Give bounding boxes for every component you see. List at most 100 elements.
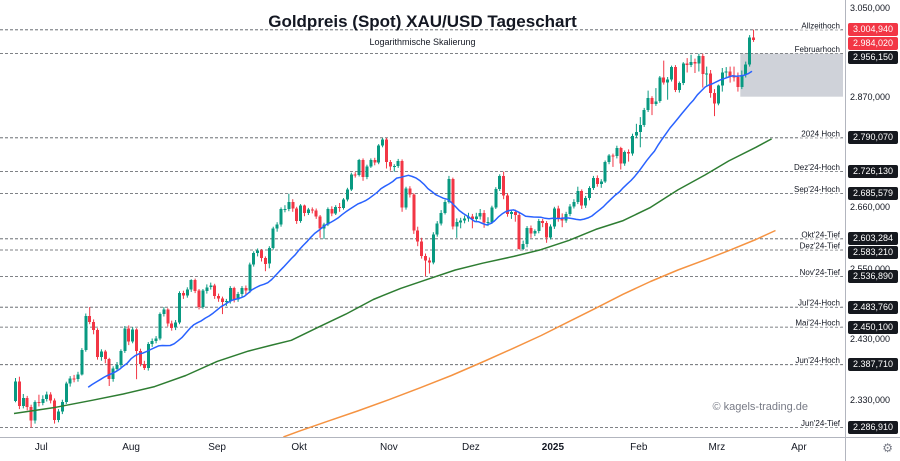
month-label: Feb [630, 442, 648, 453]
price-badge: 2.685,579 [848, 186, 898, 200]
candle-body [541, 221, 545, 223]
candle-body [709, 73, 713, 94]
candle-body [107, 359, 111, 380]
price-badge: 2.956,150 [848, 51, 898, 65]
candle-body [178, 293, 182, 323]
level-label: Mai'24-Hoch [795, 319, 840, 328]
candle-body [744, 64, 748, 76]
candle-body [545, 222, 549, 238]
level-label: Nov'24-Tief [800, 268, 841, 277]
candle-body [209, 285, 213, 288]
level-label: Okt'24-Tief [801, 230, 840, 239]
candle-body [37, 402, 41, 404]
candle-body [29, 407, 33, 421]
candle-body [115, 365, 119, 369]
candle-body [560, 218, 564, 221]
candle-body [193, 279, 197, 291]
candle-body [427, 260, 431, 263]
candle-body [283, 209, 287, 210]
candle-body [689, 62, 693, 66]
candle-body [568, 206, 572, 214]
candle-body [634, 132, 638, 136]
month-label: Nov [379, 442, 398, 453]
candle-body [478, 212, 482, 217]
candle-body [174, 322, 178, 328]
price-badge: 2.583,210 [848, 246, 898, 260]
candle-body [482, 212, 486, 223]
candle-body [361, 160, 365, 178]
candle-body [373, 160, 377, 163]
candle-body [138, 351, 142, 364]
time-axis[interactable]: Jul Aug Sep Okt Nov Dez 2025 Feb Mrz Apr [0, 437, 845, 461]
level-label: Allzeithoch [801, 21, 840, 30]
candle-body [564, 213, 568, 221]
price-badge: 2.450,100 [848, 320, 898, 334]
candle-body [217, 296, 221, 299]
candle-body [552, 208, 556, 227]
candle-body [377, 145, 381, 163]
candle-body [619, 147, 623, 164]
candle-body [662, 77, 666, 83]
candle-body [357, 160, 361, 175]
candle-body [455, 222, 459, 227]
month-label: Apr [791, 442, 807, 453]
candle-body [96, 330, 99, 358]
candle-body [580, 191, 584, 206]
price-axis[interactable]: 3.050,000 2.870,000 2.660,000 2.550,000 2.43… [845, 0, 900, 437]
price-tick: 2.660,000 [850, 202, 891, 213]
candle-body [502, 175, 506, 196]
candle-body [548, 226, 552, 238]
candle-body [365, 166, 369, 177]
candle-body [713, 93, 716, 104]
level-label: Jul'24-Hoch [798, 299, 840, 308]
level-label: Dez'24-Hoch [794, 163, 840, 172]
candle-body [752, 37, 756, 40]
candle-body [314, 210, 318, 217]
candle-body [736, 77, 740, 87]
candle-body [470, 216, 474, 219]
candle-body [56, 411, 60, 420]
level-label: Februarhoch [795, 45, 840, 54]
chart-subtitle: Logarithmische Skalierung [369, 37, 476, 47]
candle-body [170, 323, 174, 328]
candle-body [299, 205, 303, 222]
candle-body [80, 349, 84, 375]
candle-body [588, 187, 592, 199]
candle-body [521, 244, 525, 250]
candle-body [490, 207, 494, 223]
candle-body [291, 201, 295, 209]
candle-body [681, 63, 685, 84]
month-label: Sep [208, 442, 226, 453]
candle-body [349, 174, 353, 190]
candle-body [388, 162, 392, 167]
axis-settings-gear-icon[interactable]: ⚙ [882, 441, 893, 455]
candle-body [369, 160, 373, 167]
candle-body [447, 179, 451, 202]
candle-body [556, 208, 560, 219]
candle-body [17, 381, 21, 406]
candle-body [236, 294, 240, 300]
candle-body [439, 212, 443, 224]
candle-body [506, 195, 510, 214]
candle-body [72, 378, 76, 380]
candle-body [408, 188, 412, 195]
candle-body [459, 220, 463, 223]
candle-body [53, 400, 57, 420]
candle-body [740, 75, 744, 87]
candle-body [705, 73, 709, 75]
candle-body [76, 374, 80, 380]
candle-body [666, 79, 670, 83]
candle-body [392, 165, 396, 167]
candle-body [162, 309, 166, 315]
candle-body [326, 209, 330, 225]
candle-body [724, 71, 728, 73]
candle-body [330, 209, 334, 214]
candle-body [135, 329, 139, 352]
price-tick: 3.050,000 [850, 3, 891, 14]
candle-body [650, 98, 654, 104]
candlestick-plot[interactable]: Allzeithoch Februarhoch 2024 Hoch Dez'24-Ho… [0, 0, 845, 437]
candle-body [88, 315, 92, 322]
candle-body [525, 227, 529, 244]
candle-body [92, 321, 96, 331]
